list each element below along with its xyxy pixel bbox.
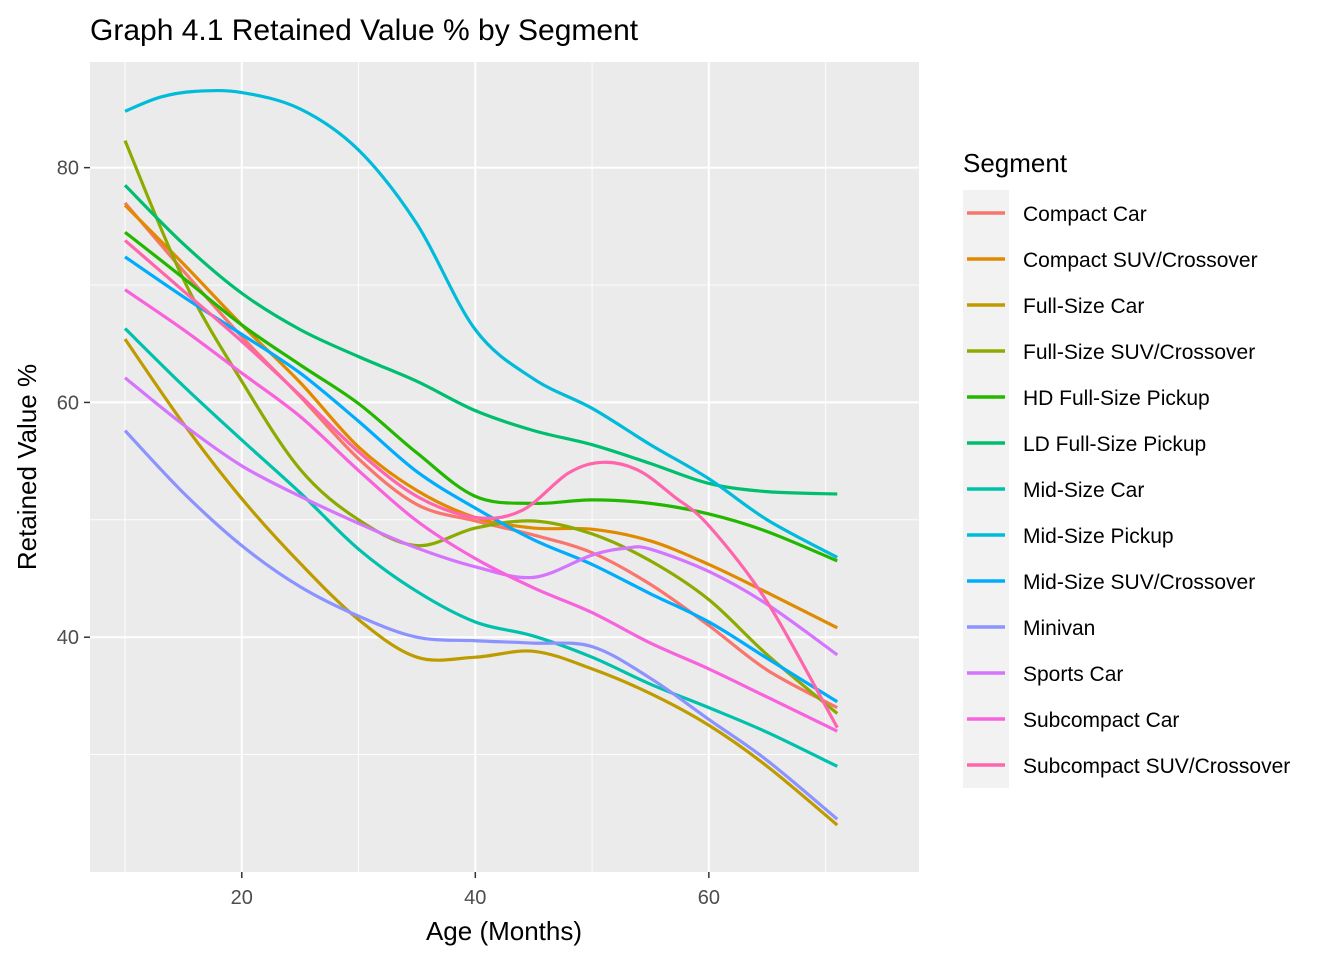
legend-title: Segment <box>963 148 1068 178</box>
series-line-hd-full-size-pickup <box>124 230 838 563</box>
x-tick-label: 20 <box>231 887 253 909</box>
legend-label-mid-size-pickup: Mid-Size Pickup <box>1023 525 1174 548</box>
legend-label-minivan: Minivan <box>1023 617 1095 640</box>
y-axis-title: Retained Value % <box>12 364 42 570</box>
legend-label-hd-full-size-pickup: HD Full-Size Pickup <box>1023 387 1210 410</box>
series-line-mid-size-suv-crossover <box>124 255 839 704</box>
y-tick-label: 60 <box>57 392 79 414</box>
grid-major <box>90 62 919 872</box>
y-axis: 40 60 80 <box>57 158 90 649</box>
series-line-ld-full-size-pickup <box>123 184 838 496</box>
chart-title: Graph 4.1 Retained Value % by Segment <box>90 14 639 47</box>
legend-label-subcompact-car: Subcompact Car <box>1023 709 1179 732</box>
y-tick-label: 40 <box>57 627 79 649</box>
series-line-subcompact-car <box>124 288 838 733</box>
legend-label-mid-size-suv-crossover: Mid-Size SUV/Crossover <box>1023 571 1255 594</box>
grid-minor <box>90 62 919 872</box>
y-tick-label: 80 <box>57 158 79 180</box>
legend-label-compact-suv-crossover: Compact SUV/Crossover <box>1023 249 1258 272</box>
series-line-full-size-suv-crossover <box>123 140 839 715</box>
legend-label-compact-car: Compact Car <box>1023 203 1147 226</box>
series-line-mid-size-car <box>123 327 838 768</box>
legend-label-full-size-car: Full-Size Car <box>1023 295 1144 318</box>
x-axis-title: Age (Months) <box>426 916 582 946</box>
x-tick-label: 60 <box>698 887 720 909</box>
x-tick-label: 40 <box>464 887 486 909</box>
series-lines <box>123 88 839 827</box>
series-line-full-size-car <box>123 338 839 827</box>
legend-label-ld-full-size-pickup: LD Full-Size Pickup <box>1023 433 1206 456</box>
legend-items: Compact Car Compact SUV/Crossover Full-Siz… <box>967 203 1290 778</box>
legend-label-subcompact-suv-crossover: Subcompact SUV/Crossover <box>1023 755 1290 778</box>
series-line-subcompact-suv-crossover <box>123 239 839 729</box>
series-line-mid-size-pickup <box>124 88 839 559</box>
legend: Segment Compact Car Compact SUV/Crossover… <box>963 148 1290 788</box>
x-axis: 20 40 60 <box>231 872 720 909</box>
legend-label-sports-car: Sports Car <box>1023 663 1123 686</box>
legend-label-full-size-suv-crossover: Full-Size SUV/Crossover <box>1023 341 1255 364</box>
legend-label-mid-size-car: Mid-Size Car <box>1023 479 1144 502</box>
series-line-minivan <box>123 429 839 821</box>
